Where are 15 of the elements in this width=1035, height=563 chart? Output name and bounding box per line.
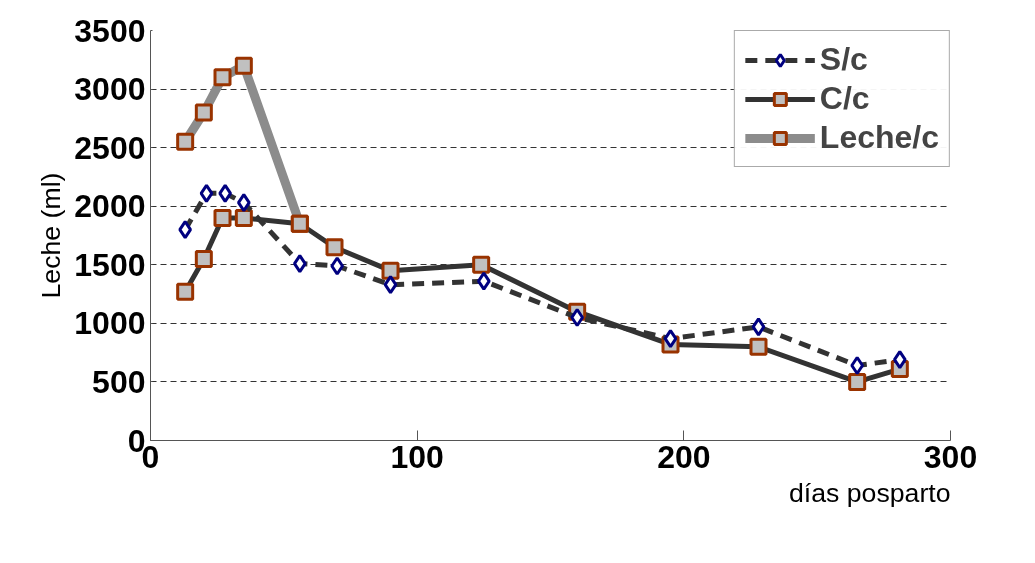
y-tick-label: 3500 (74, 12, 146, 49)
y-tick-label: 500 (92, 363, 146, 400)
y-tick-label: 2500 (74, 129, 146, 166)
x-tick-label: 200 (657, 438, 711, 475)
y-tick-label: 1000 (74, 305, 146, 342)
y-tick-label: 3000 (74, 71, 146, 108)
y-tick-label: 1500 (74, 246, 146, 283)
legend-label: S/c (819, 41, 868, 78)
x-axis-title: días posparto (788, 477, 951, 508)
x-tick-label: 300 (923, 438, 978, 475)
x-tick-label: 100 (390, 438, 444, 475)
legend-label: Leche/c (819, 119, 939, 156)
legend-label: C/c (819, 80, 870, 117)
y-axis-title: Leche (ml) (36, 172, 67, 299)
y-tick-label: 2000 (74, 188, 146, 225)
